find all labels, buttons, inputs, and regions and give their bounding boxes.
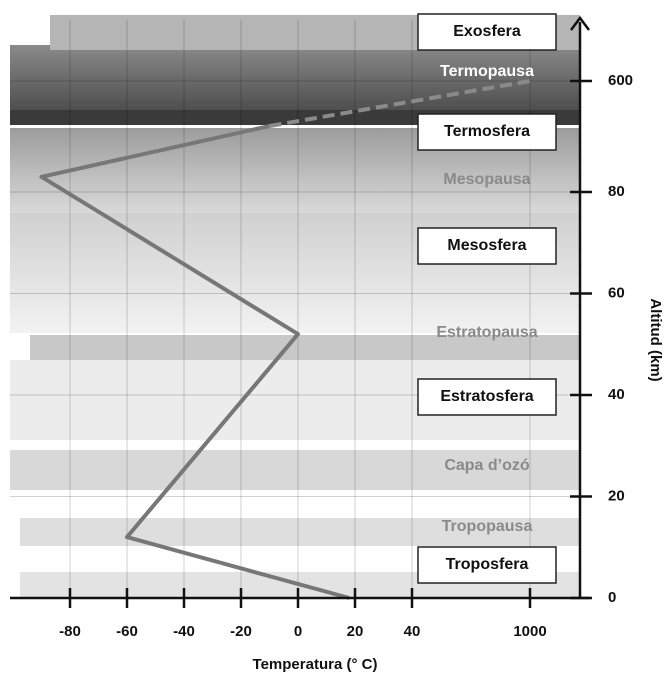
layer-box (417, 13, 557, 51)
temperature-line (39, 124, 350, 600)
lines (39, 79, 531, 600)
layer-label: Estratopausa (436, 324, 537, 341)
layer-box (417, 378, 557, 416)
y-tick-label: 0 (608, 589, 616, 606)
x-tick-label: -20 (230, 623, 252, 640)
band (20, 518, 580, 546)
temperature-line (269, 79, 531, 128)
x-tick-label: -80 (59, 623, 81, 640)
y-tick-label: 60 (608, 284, 625, 301)
layer-box (417, 113, 557, 151)
y-tick-label: 80 (608, 183, 625, 200)
y-tick-label: 40 (608, 386, 625, 403)
layer-label: Termopausa (440, 63, 534, 80)
x-tick-label: -40 (173, 623, 195, 640)
y-tick-label: 20 (608, 487, 625, 504)
layer-box (417, 546, 557, 584)
layer-label: Estratosfera (440, 388, 533, 405)
layer-bands (10, 15, 580, 598)
y-axis-title: Altitud (km) (647, 298, 664, 381)
x-tick-label: 40 (404, 623, 421, 640)
band (10, 450, 580, 490)
x-tick-label: -60 (116, 623, 138, 640)
layer-label: Tropopausa (442, 518, 533, 535)
layer-label: Capa d’ozó (444, 457, 530, 474)
labels: -80 -60 -40 -20 0 20 40 1000 0 20 40 60 80 600 Exosfer… (59, 13, 633, 640)
band (30, 335, 580, 360)
x-tick-label: 1000 (513, 623, 546, 640)
layer-box (417, 227, 557, 265)
layer-label: Termosfera (444, 123, 530, 140)
layer-label: Mesosfera (447, 237, 526, 254)
x-tick-label: 0 (294, 623, 302, 640)
band (10, 45, 580, 115)
axis-arrow (570, 15, 590, 31)
x-axis-title: Temperatura (° C) (253, 656, 378, 673)
layer-label: Troposfera (446, 556, 529, 573)
layer-label: Mesopausa (443, 171, 530, 188)
layer-label: Exosfera (453, 23, 521, 40)
x-tick-label: 20 (347, 623, 364, 640)
y-tick-label: 600 (608, 72, 633, 89)
